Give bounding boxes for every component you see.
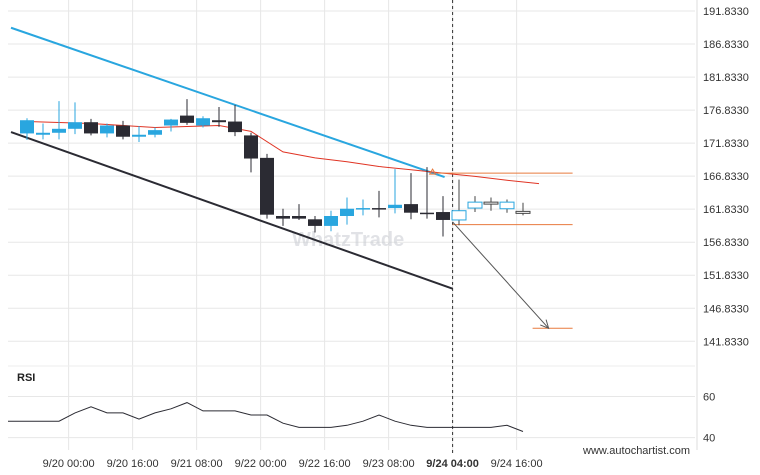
candle-body bbox=[164, 119, 178, 126]
candle-body bbox=[68, 122, 82, 129]
rsi-line bbox=[8, 402, 524, 432]
watermark: WhatzTrade bbox=[292, 229, 404, 251]
x-tick-label: 9/21 08:00 bbox=[171, 458, 223, 470]
candle-body bbox=[388, 204, 402, 209]
upper-trendline bbox=[10, 26, 445, 178]
candle-body bbox=[356, 208, 370, 210]
projection-arrow-line bbox=[452, 221, 549, 329]
y-tick-label: 151.8330 bbox=[703, 270, 749, 282]
candle-body bbox=[228, 121, 242, 133]
rsi-tick-label: 40 bbox=[703, 433, 715, 445]
main-plot bbox=[10, 0, 573, 455]
candle-body bbox=[116, 125, 130, 137]
y-tick-label: 186.8330 bbox=[703, 39, 749, 51]
x-tick-label: 9/20 16:00 bbox=[107, 458, 159, 470]
site-credit: www.autochartist.com bbox=[582, 445, 690, 457]
candle-body bbox=[467, 201, 483, 209]
candle-body bbox=[499, 201, 515, 210]
x-tick-label: 9/23 08:00 bbox=[363, 458, 415, 470]
candle-body bbox=[420, 212, 434, 215]
candle-body bbox=[212, 120, 226, 123]
candle-body bbox=[100, 125, 114, 134]
y-tick-label: 146.8330 bbox=[703, 303, 749, 315]
candle-body bbox=[292, 216, 306, 219]
x-tick-label: 9/24 16:00 bbox=[491, 458, 543, 470]
candle-body bbox=[260, 157, 274, 215]
candle-body bbox=[324, 216, 338, 226]
projection-arrow-head bbox=[540, 319, 550, 330]
candle-body bbox=[36, 132, 50, 135]
candle-body bbox=[436, 212, 450, 220]
rsi-panel: RSI bbox=[8, 372, 524, 432]
candle-body bbox=[20, 120, 34, 134]
x-tick-label: 9/22 00:00 bbox=[235, 458, 287, 470]
candle-body bbox=[451, 210, 467, 221]
candle-body bbox=[180, 115, 194, 123]
x-tick-label: 9/24 04:00 bbox=[426, 458, 479, 470]
moving-average-line bbox=[26, 121, 540, 185]
candle-body bbox=[404, 204, 418, 213]
x-tick-label: 9/22 16:00 bbox=[299, 458, 351, 470]
candle-body bbox=[52, 128, 66, 133]
candle-body bbox=[132, 134, 146, 137]
y-tick-label: 171.8330 bbox=[703, 138, 749, 150]
candle-body bbox=[483, 201, 499, 205]
breakout-triangle-marker bbox=[428, 168, 437, 175]
y-tick-label: 161.8330 bbox=[703, 204, 749, 216]
candle-body bbox=[515, 210, 531, 214]
candle-body bbox=[276, 216, 290, 219]
rsi-tick-label: 60 bbox=[703, 391, 715, 403]
candle-body bbox=[372, 208, 386, 210]
y-tick-label: 141.8330 bbox=[703, 336, 749, 348]
rsi-title: RSI bbox=[17, 372, 35, 384]
candle-body bbox=[148, 130, 162, 135]
candle-body bbox=[84, 122, 98, 134]
y-tick-label: 156.8330 bbox=[703, 237, 749, 249]
x-tick-label: 9/20 00:00 bbox=[43, 458, 95, 470]
y-tick-label: 191.8330 bbox=[703, 6, 749, 18]
grid-lines bbox=[8, 0, 695, 450]
candle-body bbox=[196, 118, 210, 126]
y-tick-label: 181.8330 bbox=[703, 72, 749, 84]
lower-trendline bbox=[10, 131, 453, 290]
axes: 191.8330 186.8330 181.8330 176.8330 171.8330… bbox=[43, 0, 749, 470]
y-tick-label: 166.8330 bbox=[703, 171, 749, 183]
y-tick-label: 176.8330 bbox=[703, 105, 749, 117]
watermark-text: WhatzTrade bbox=[292, 229, 404, 251]
candle-body bbox=[340, 208, 354, 216]
candle-body bbox=[308, 219, 322, 226]
candle-body bbox=[244, 135, 258, 159]
